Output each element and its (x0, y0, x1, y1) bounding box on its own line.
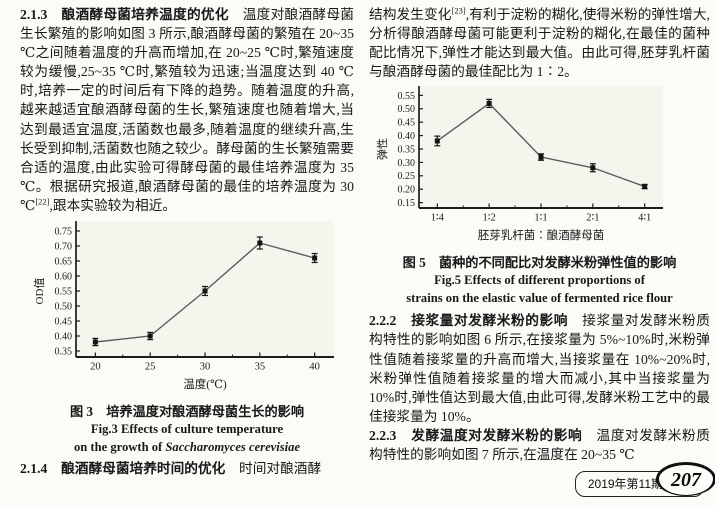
svg-text:0.60: 0.60 (55, 271, 73, 282)
fig3-line-chart: 0.35 0.40 0.45 0.50 0.55 0.60 0.65 0.70 0.75 20 25… (33, 221, 334, 391)
page-number-text: 207 (671, 468, 701, 491)
fig5-caption-english-line2: strains on the elastic value of fermente… (406, 290, 673, 305)
svg-text:1∶2: 1∶2 (483, 213, 496, 224)
svg-text:弹性: 弹性 (375, 138, 389, 160)
section-2-1-3-heading: 2.1.3 酿酒酵母菌培养温度的优化 (20, 7, 229, 22)
section-2-2-3-heading: 2.2.3 发酵温度对发酵米粉的影响 (369, 427, 583, 443)
svg-text:OD值: OD值 (33, 278, 46, 305)
svg-text:0.35: 0.35 (398, 145, 416, 156)
section-2-1-3-body-tail: ,跟本实验较为相近。 (49, 197, 177, 213)
svg-text:温度(℃): 温度(℃) (183, 377, 227, 391)
svg-text:胚芽乳杆菌∶酿酒酵母菌: 胚芽乳杆菌∶酿酒酵母菌 (478, 228, 605, 242)
citation-ref-22: [22] (35, 196, 50, 207)
right-column: 结构发生变化[23],有利于淀粉的糊化,使得米粉的弹性增大,分析得酿酒酵母菌可能… (369, 5, 715, 499)
continuation-paragraph: 结构发生变化[23],有利于淀粉的糊化,使得米粉的弹性增大,分析得酿酒酵母菌可能… (369, 5, 710, 81)
svg-text:0.50: 0.50 (398, 105, 416, 116)
fig3-caption-chinese: 图 3 培养温度对酿酒酵母菌生长的影响 (69, 404, 305, 420)
continuation-body: 结构发生变化 (369, 7, 452, 22)
continuation-body-tail: ,有利于淀粉的糊化,使得米粉的弹性增大,分析得酿酒酵母菌可能更利于淀粉的糊化,在… (369, 7, 710, 80)
section-2-1-4-body: 时间对酿酒酵 (225, 461, 322, 477)
svg-text:40: 40 (309, 362, 320, 373)
fig3-caption-english-line1: Fig.3 Effects of culture temperature (90, 422, 284, 437)
section-2-2-2-heading: 2.2.2 接浆量对发酵米粉的影响 (369, 313, 568, 329)
figure-3-chart-container: 0.35 0.40 0.45 0.50 0.55 0.60 0.65 0.70 0.75 20 25… (32, 218, 354, 399)
svg-text:25: 25 (145, 362, 156, 373)
svg-text:20: 20 (90, 362, 101, 373)
svg-text:0.40: 0.40 (55, 331, 73, 342)
svg-text:0.15: 0.15 (398, 198, 416, 209)
svg-text:0.65: 0.65 (55, 256, 73, 267)
svg-text:0.45: 0.45 (55, 316, 73, 327)
section-2-1-3-body: 温度对酿酒酵母菌生长繁殖的影响如图 3 所示,酿酒酵母菌的繁殖在 20~35 ℃… (20, 7, 354, 213)
section-2-2-2-paragraph: 2.2.2 接浆量对发酵米粉的影响 接浆量对发酵米粉质构特性的影响如图 6 所示… (369, 311, 710, 426)
section-2-2-2-body: 接浆量对发酵米粉质构特性的影响如图 6 所示,在接浆量为 5%~10%时,米粉弹… (369, 313, 710, 424)
fig3-caption-english-prefix: on the growth of (73, 439, 166, 454)
svg-text:35: 35 (255, 362, 266, 373)
svg-text:1∶1: 1∶1 (534, 213, 547, 224)
left-column: 2.1.3 酿酒酵母菌培养温度的优化 温度对酿酒酵母菌生长繁殖的影响如图 3 所… (20, 5, 354, 499)
svg-text:0.40: 0.40 (398, 131, 416, 142)
svg-text:0.55: 0.55 (55, 286, 73, 297)
citation-ref-23: [23] (451, 5, 466, 16)
svg-text:0.30: 0.30 (398, 158, 416, 169)
fig5-caption-chinese: 图 5 菌种的不同配比对发酵米粉弹性值的影响 (402, 255, 677, 271)
svg-text:0.25: 0.25 (398, 172, 416, 183)
fig5-line-chart: 0.15 0.20 0.25 0.30 0.35 0.40 0.45 0.50 0.55 1∶4 1… (375, 86, 663, 242)
page-footer: 2019年第11期 207 (574, 462, 715, 497)
page-number-badge: 207 (656, 462, 715, 496)
svg-text:0.20: 0.20 (398, 185, 416, 196)
section-2-2-3-body: 温度对发酵米粉质构特性的影响如图 7 所示,在温度在 20~35 ℃ (369, 427, 710, 463)
fig3-species-name: Saccharomyces cerevisiae (165, 439, 301, 454)
svg-text:1∶4: 1∶4 (431, 213, 445, 224)
section-2-1-3-paragraph: 2.1.3 酿酒酵母菌培养温度的优化 温度对酿酒酵母菌生长繁殖的影响如图 3 所… (20, 5, 354, 215)
section-2-1-4-heading: 2.1.4 酿酒酵母菌培养时间的优化 (20, 461, 226, 477)
svg-text:2∶1: 2∶1 (586, 213, 599, 224)
svg-text:0.45: 0.45 (398, 118, 416, 129)
section-2-2-3-paragraph: 2.2.3 发酵温度对发酵米粉的影响 温度对发酵米粉质构特性的影响如图 7 所示… (369, 426, 710, 464)
svg-text:0.70: 0.70 (55, 241, 73, 252)
svg-text:30: 30 (200, 362, 211, 373)
fig5-caption-english-line1: Fig.5 Effects of different proportions o… (434, 273, 645, 288)
figure-5-chart-container: 0.15 0.20 0.25 0.30 0.35 0.40 0.45 0.50 0.55 1∶4 1… (375, 83, 710, 250)
svg-text:0.75: 0.75 (55, 226, 73, 237)
svg-text:0.50: 0.50 (55, 301, 73, 312)
svg-text:4∶1: 4∶1 (638, 213, 651, 224)
svg-text:0.55: 0.55 (398, 91, 416, 102)
svg-text:0.35: 0.35 (55, 346, 73, 357)
fig3-caption-english-line2: on the growth of Saccharomyces cerevisia… (20, 439, 354, 457)
section-2-1-4-paragraph: 2.1.4 酿酒酵母菌培养时间的优化 时间对酿酒酵 (20, 459, 354, 478)
journal-issue-text: 2019年第11期 (587, 477, 663, 491)
